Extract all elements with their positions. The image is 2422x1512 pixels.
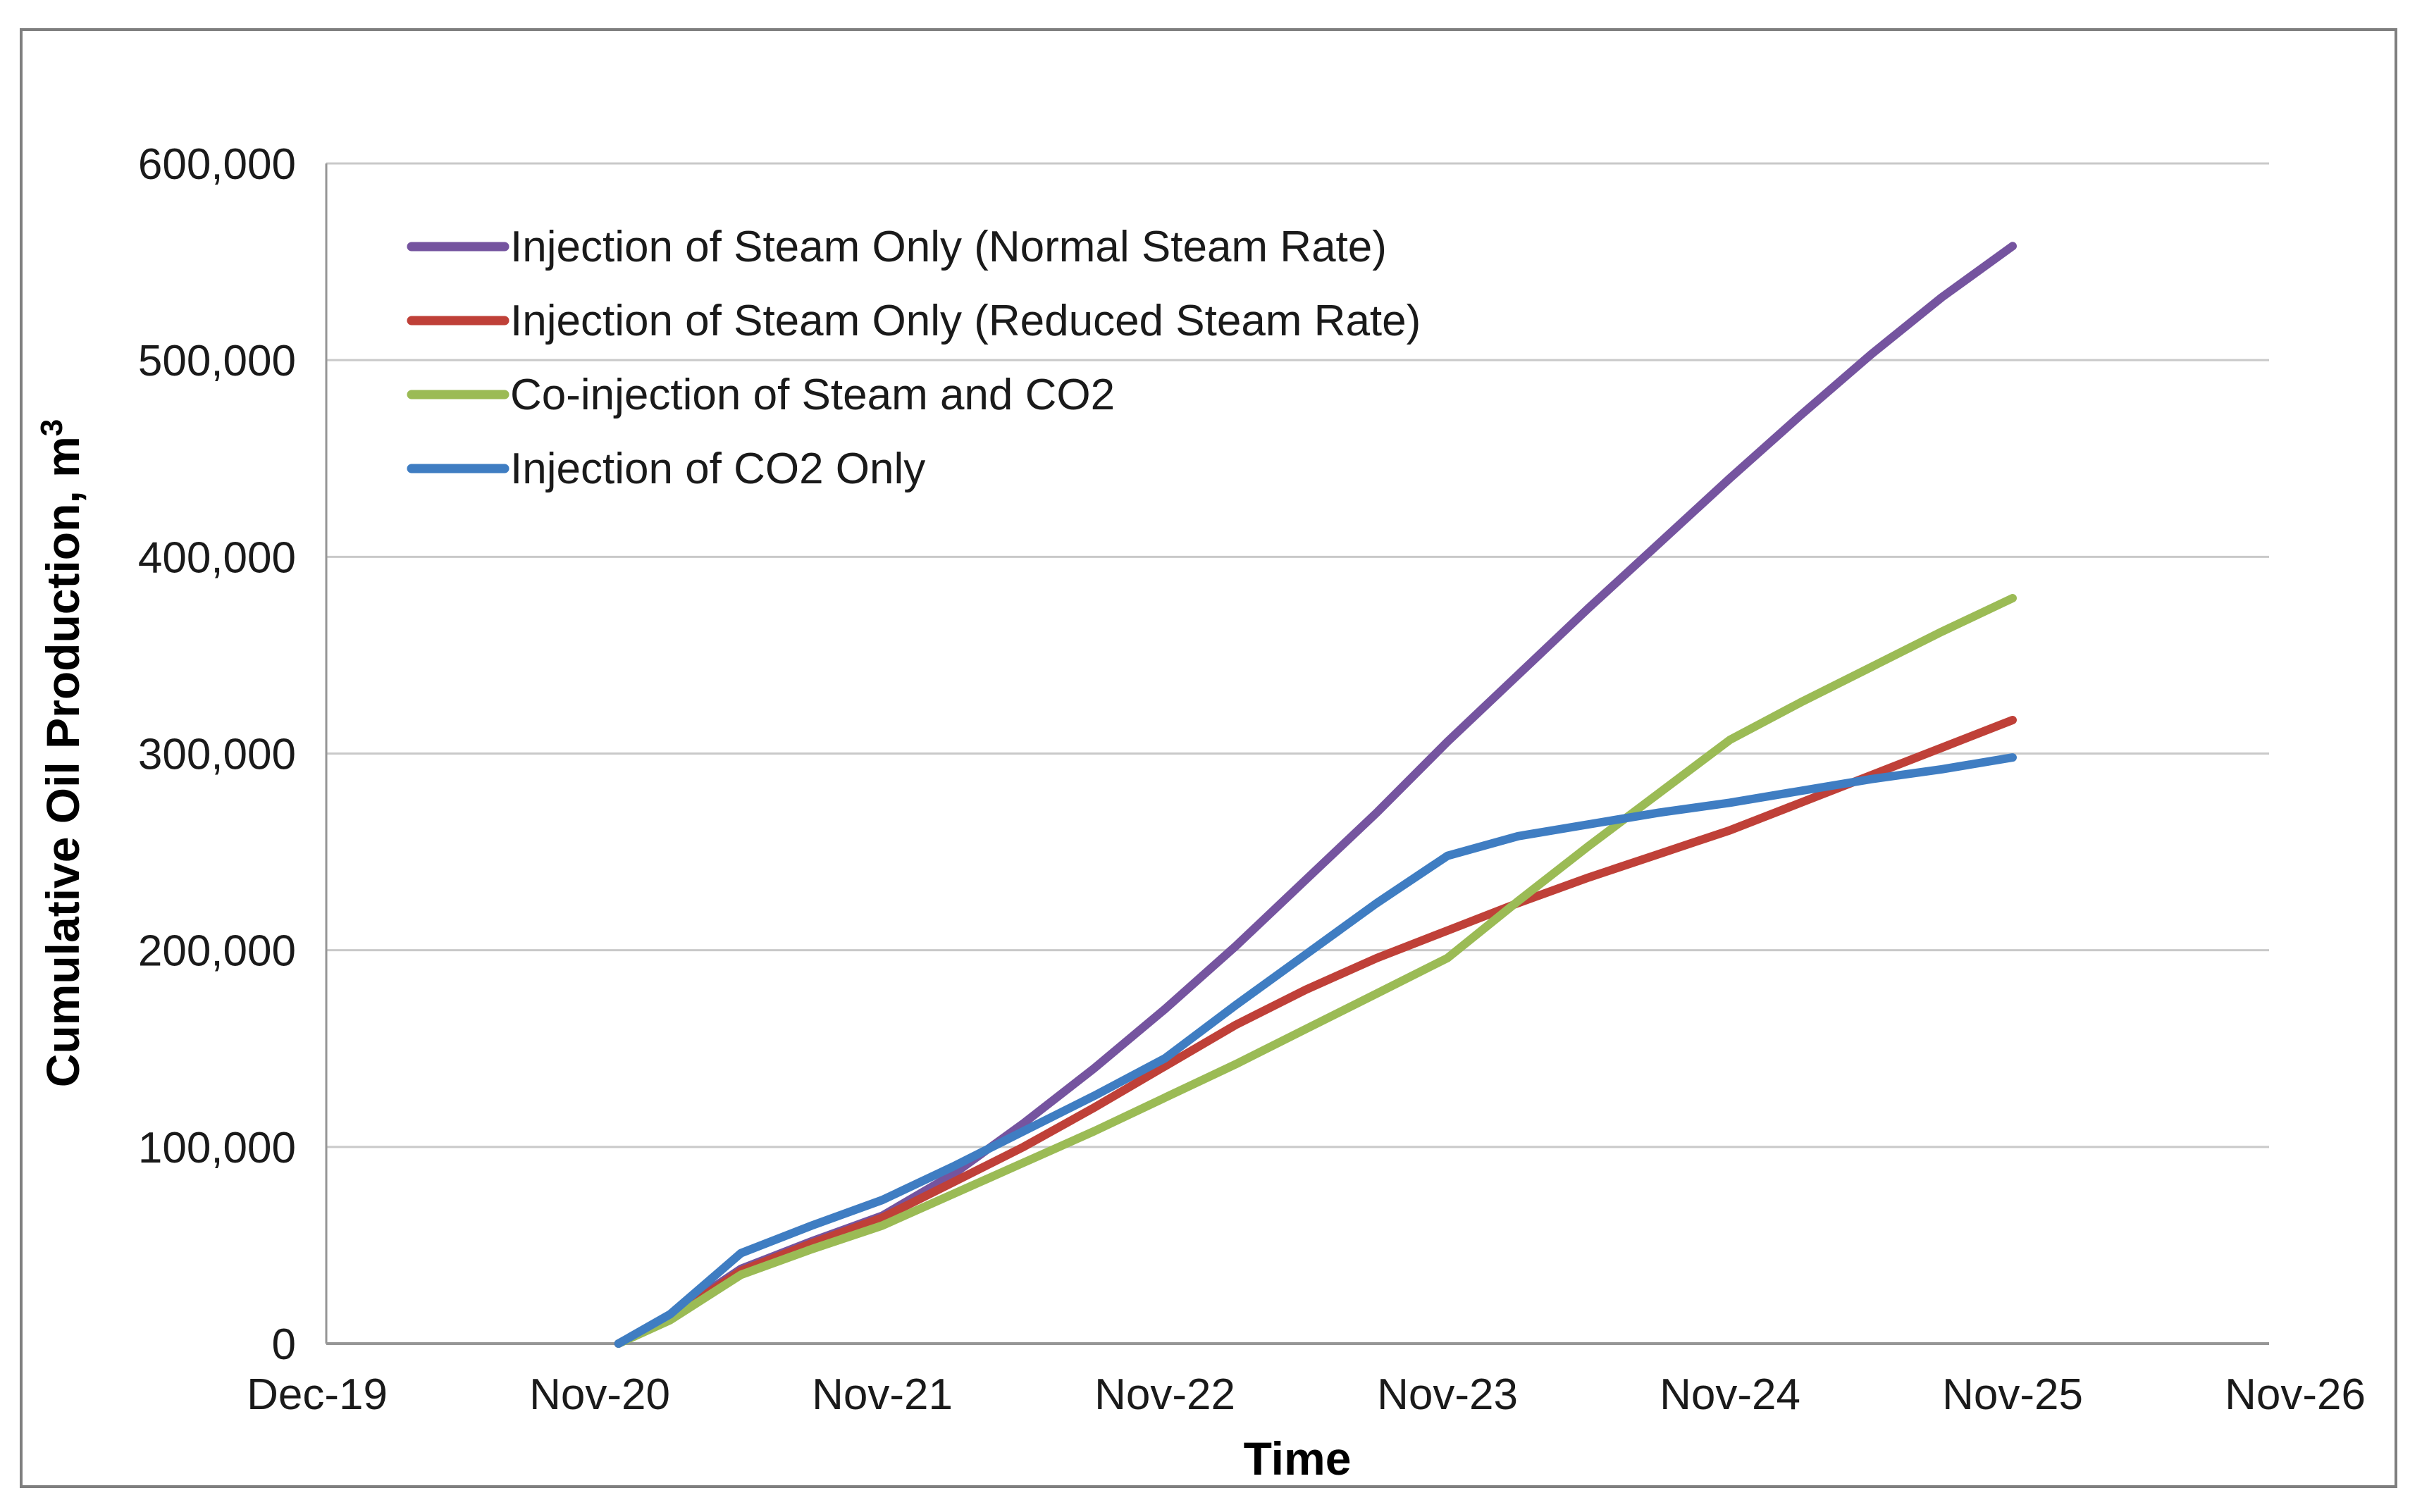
- series-line-co2-only: [614, 753, 2017, 1348]
- y-axis-title: Cumulative Oil Production, m3: [35, 419, 89, 1088]
- legend-label: Co-injection of Steam and CO2: [510, 371, 1115, 419]
- x-tick-label: Dec-19: [247, 1370, 388, 1419]
- y-tick-label: 400,000: [138, 533, 296, 582]
- gridlines-group: [326, 162, 2269, 1148]
- x-axis-title: Time: [1244, 1432, 1352, 1485]
- y-tick-label: 500,000: [138, 337, 296, 385]
- y-axis-title-main: Cumulative Oil Production, m: [37, 436, 89, 1087]
- legend-item-steam-normal: Injection of Steam Only (Normal Steam Ra…: [407, 223, 1387, 271]
- legend-label: Injection of CO2 Only: [510, 445, 925, 493]
- y-tick-label: 0: [272, 1320, 296, 1369]
- x-axis-tick-labels: Dec-19 Nov-20 Nov-21 Nov-22 Nov-23 Nov-24 Nov-…: [247, 1370, 2366, 1419]
- series-lines-group: [614, 242, 2017, 1348]
- legend-label: Injection of Steam Only (Normal Steam Ra…: [510, 223, 1387, 271]
- x-tick-label: Nov-24: [1660, 1370, 1800, 1419]
- y-axis-tick-labels: 0 100,000 200,000 300,000 400,000 500,000 600,…: [138, 140, 296, 1369]
- x-tick-label: Nov-23: [1377, 1370, 1518, 1419]
- y-tick-label: 600,000: [138, 140, 296, 189]
- y-tick-label: 100,000: [138, 1124, 296, 1172]
- x-tick-label: Nov-25: [1942, 1370, 2083, 1419]
- legend: Injection of Steam Only (Normal Steam Ra…: [407, 223, 1421, 493]
- x-tick-label: Nov-22: [1094, 1370, 1235, 1419]
- legend-item-steam-reduced: Injection of Steam Only (Reduced Steam R…: [407, 297, 1421, 345]
- x-tick-label: Nov-26: [2225, 1370, 2366, 1419]
- x-tick-label: Nov-20: [529, 1370, 670, 1419]
- y-tick-label: 200,000: [138, 927, 296, 976]
- series-line-steam-reduced: [614, 716, 2017, 1348]
- legend-item-co2-only: Injection of CO2 Only: [407, 445, 925, 493]
- series-line-steam-co2: [614, 594, 2017, 1348]
- legend-label: Injection of Steam Only (Reduced Steam R…: [510, 297, 1421, 345]
- y-tick-label: 300,000: [138, 731, 296, 779]
- axes-group: [325, 163, 2269, 1345]
- legend-item-steam-co2: Co-injection of Steam and CO2: [407, 371, 1115, 419]
- y-axis-title-superscript: 3: [35, 419, 69, 436]
- x-tick-label: Nov-21: [812, 1370, 953, 1419]
